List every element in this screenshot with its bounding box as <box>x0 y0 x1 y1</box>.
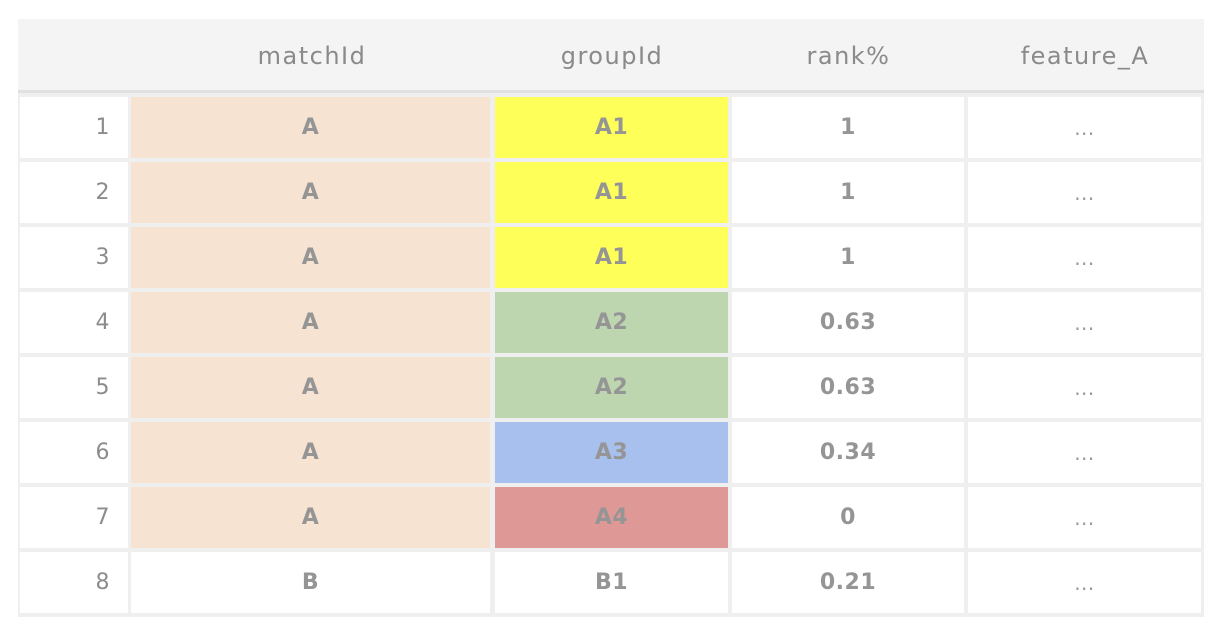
matchid-cell[interactable]: A <box>131 292 490 353</box>
feature-a-cell[interactable]: ... <box>968 422 1201 483</box>
groupid-cell[interactable]: B1 <box>495 552 728 613</box>
table-row[interactable]: 2 A A1 1... <box>18 162 1204 227</box>
matchid-cell[interactable]: A <box>131 357 490 418</box>
feature-a-cell[interactable]: ... <box>968 227 1201 288</box>
groupid-cell[interactable]: A1 <box>495 97 728 158</box>
matchid-cell[interactable]: A <box>131 227 490 288</box>
rank-cell[interactable]: 0.63 <box>732 357 964 418</box>
row-index[interactable]: 3 <box>20 227 128 288</box>
row-index[interactable]: 6 <box>20 422 128 483</box>
data-table: matchId groupId rank% feature_A 1 A A1 1...… <box>18 19 1204 617</box>
matchid-cell[interactable]: A <box>131 422 490 483</box>
table-row[interactable]: 7 A A4 0... <box>18 487 1204 552</box>
feature-a-cell[interactable]: ... <box>968 487 1201 548</box>
matchid-cell[interactable]: A <box>131 487 490 548</box>
column-header-groupid[interactable]: groupId <box>560 42 664 70</box>
feature-a-cell[interactable]: ... <box>968 552 1201 613</box>
table-row[interactable]: 6 A A3 0.34... <box>18 422 1204 487</box>
feature-a-cell[interactable]: ... <box>968 357 1201 418</box>
column-header-matchid[interactable]: matchId <box>257 42 367 70</box>
row-index[interactable]: 2 <box>20 162 128 223</box>
row-index[interactable]: 7 <box>20 487 128 548</box>
table-row[interactable]: 4 A A2 0.63... <box>18 292 1204 357</box>
table-row[interactable]: 5 A A2 0.63... <box>18 357 1204 422</box>
groupid-cell[interactable]: A1 <box>495 227 728 288</box>
groupid-cell[interactable]: A2 <box>495 357 728 418</box>
matchid-cell[interactable]: B <box>131 552 490 613</box>
row-index[interactable]: 1 <box>20 97 128 158</box>
groupid-cell[interactable]: A2 <box>495 292 728 353</box>
table-row[interactable]: 8 B B1 0.21... <box>18 552 1204 617</box>
rank-cell[interactable]: 0 <box>732 487 964 548</box>
rank-cell[interactable]: 0.34 <box>732 422 964 483</box>
matchid-cell[interactable]: A <box>131 97 490 158</box>
rank-cell[interactable]: 0.21 <box>732 552 964 613</box>
rank-cell[interactable]: 1 <box>732 162 964 223</box>
groupid-cell[interactable]: A1 <box>495 162 728 223</box>
row-index[interactable]: 8 <box>20 552 128 613</box>
row-index[interactable]: 5 <box>20 357 128 418</box>
feature-a-cell[interactable]: ... <box>968 162 1201 223</box>
groupid-cell[interactable]: A3 <box>495 422 728 483</box>
table-row[interactable]: 1 A A1 1... <box>18 97 1204 162</box>
groupid-cell[interactable]: A4 <box>495 487 728 548</box>
rank-cell[interactable]: 1 <box>732 227 964 288</box>
rank-cell[interactable]: 0.63 <box>732 292 964 353</box>
feature-a-cell[interactable]: ... <box>968 292 1201 353</box>
table-row[interactable]: 3 A A1 1... <box>18 227 1204 292</box>
feature-a-cell[interactable]: ... <box>968 97 1201 158</box>
column-header-rank[interactable]: rank% <box>806 42 891 70</box>
matchid-cell[interactable]: A <box>131 162 490 223</box>
rank-cell[interactable]: 1 <box>732 97 964 158</box>
table-header: matchId groupId rank% feature_A <box>18 19 1204 93</box>
row-index[interactable]: 4 <box>20 292 128 353</box>
column-header-feature-a[interactable]: feature_A <box>1020 42 1150 70</box>
